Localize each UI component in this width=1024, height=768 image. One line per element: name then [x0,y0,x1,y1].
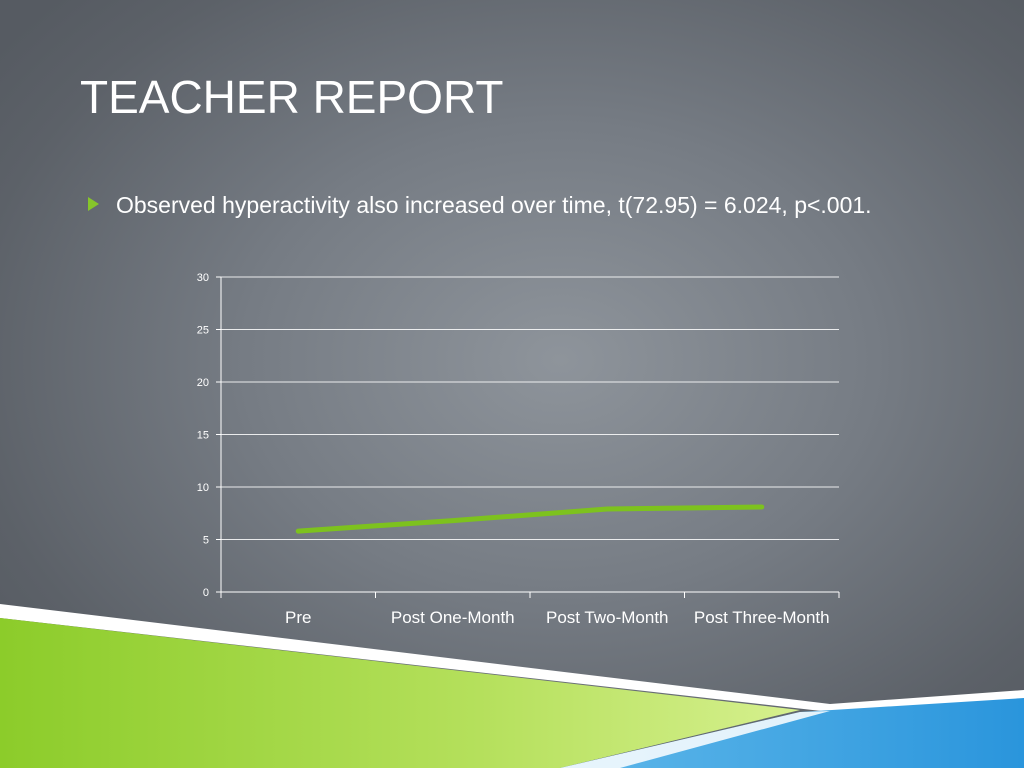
series-line [295,504,765,534]
y-tick-label: 0 [203,587,209,599]
y-tick-label: 15 [197,430,209,442]
triangle-bullet-icon [88,197,99,211]
x-category-label: Post Three-Month [694,608,830,627]
y-tick-label: 10 [197,482,209,494]
x-category-label: Post Two-Month [546,608,669,627]
slide-title: TEACHER REPORT [80,71,504,123]
y-tick-label: 25 [197,325,209,337]
white-highlight [560,711,830,768]
y-tick-label: 30 [197,272,209,284]
white-stripe [0,604,1024,712]
x-category-label: Pre [285,608,311,627]
y-tick-label: 5 [203,535,209,547]
bullet-text: Observed hyperactivity also increased ov… [116,192,872,218]
y-tick-label: 20 [197,377,209,389]
green-band [0,618,800,768]
x-category-label: Post One-Month [391,608,515,627]
